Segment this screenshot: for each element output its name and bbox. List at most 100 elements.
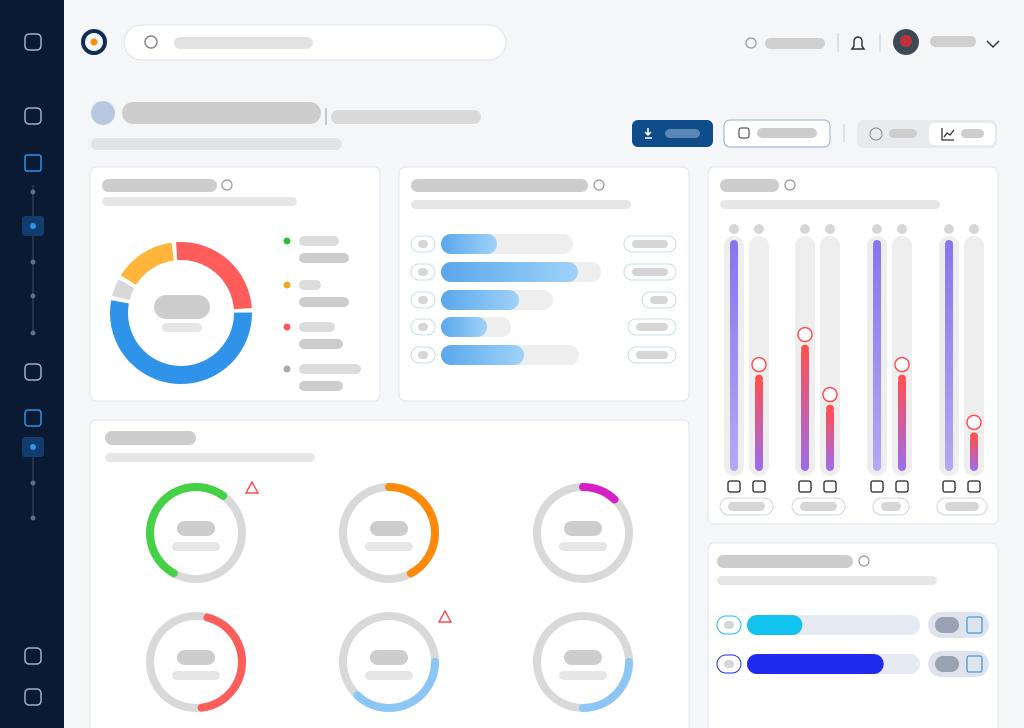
nav-dot	[30, 444, 36, 450]
level-dot	[872, 224, 882, 234]
placeholder	[299, 339, 343, 349]
nav-icon[interactable]	[24, 33, 42, 51]
placeholder	[418, 268, 428, 276]
bar	[441, 234, 497, 254]
nav-icon[interactable]	[24, 409, 42, 427]
level-bar	[730, 240, 738, 471]
building-icon	[966, 616, 983, 634]
level-track	[892, 236, 912, 476]
level-marker	[894, 356, 910, 373]
placeholder	[105, 453, 315, 462]
placeholder	[299, 381, 343, 391]
ring-progress	[533, 483, 633, 583]
nav-icon[interactable]	[24, 154, 42, 172]
placeholder	[299, 236, 339, 246]
nav-dot	[30, 223, 36, 229]
donut-segment	[110, 242, 252, 384]
placeholder	[717, 555, 853, 568]
logo	[81, 29, 107, 55]
level-bar	[801, 348, 809, 471]
level-marker	[966, 414, 982, 431]
placeholder	[800, 502, 837, 511]
placeholder	[365, 542, 413, 551]
level-bar	[826, 408, 834, 471]
search-box[interactable]	[123, 24, 507, 61]
placeholder	[728, 502, 765, 511]
legend-dot	[283, 323, 291, 331]
level-bar	[898, 378, 906, 471]
meter-bar	[747, 654, 884, 674]
placeholder	[299, 322, 335, 332]
nav-icon[interactable]	[24, 647, 42, 665]
placeholder	[102, 179, 217, 192]
donut-segment	[110, 242, 252, 384]
placeholder	[935, 656, 959, 672]
info-icon	[784, 179, 796, 191]
placeholder	[299, 280, 321, 290]
level-bar	[873, 240, 881, 471]
level-marker	[822, 386, 838, 403]
placeholder	[961, 129, 984, 138]
card	[398, 166, 690, 402]
logo-dot	[90, 38, 98, 46]
level-marker-dot	[898, 374, 906, 383]
placeholder	[945, 502, 979, 511]
placeholder	[418, 240, 428, 248]
nav-icon[interactable]	[24, 688, 42, 706]
placeholder	[665, 129, 700, 138]
nav-dot	[30, 293, 36, 299]
placeholder	[91, 138, 342, 150]
placeholder	[411, 200, 631, 209]
meter-bar	[747, 615, 803, 635]
placeholder	[177, 521, 215, 536]
grid-icon	[869, 127, 883, 141]
placeholder	[632, 268, 668, 276]
nav-dot	[30, 189, 36, 195]
placeholder	[162, 323, 202, 332]
placeholder	[889, 129, 917, 138]
placeholder	[299, 297, 349, 307]
legend-dot	[283, 365, 291, 373]
placeholder	[370, 521, 408, 536]
donut-segment	[110, 242, 252, 384]
level-icon	[895, 480, 909, 493]
placeholder	[717, 576, 937, 585]
page-icon	[91, 101, 115, 125]
placeholder	[105, 431, 196, 445]
placeholder	[757, 128, 817, 138]
nav-icon[interactable]	[24, 107, 42, 125]
level-marker	[751, 356, 767, 373]
placeholder	[102, 197, 297, 206]
nav-icon[interactable]	[24, 363, 42, 381]
level-track	[964, 236, 984, 476]
level-dot	[729, 224, 739, 234]
card	[707, 542, 999, 728]
nav-dot	[30, 480, 36, 486]
bell-icon[interactable]	[850, 36, 866, 50]
placeholder	[174, 37, 313, 49]
placeholder	[299, 364, 361, 374]
placeholder	[559, 542, 607, 551]
placeholder	[632, 240, 668, 248]
placeholder	[331, 110, 481, 124]
level-dot	[825, 224, 835, 234]
level-icon	[752, 480, 766, 493]
legend-dot	[283, 281, 291, 289]
info-icon	[593, 179, 605, 191]
placeholder	[724, 660, 734, 668]
ring-progress	[146, 612, 246, 712]
bar	[441, 262, 578, 282]
legend-dot	[283, 237, 291, 245]
placeholder	[154, 295, 210, 319]
placeholder	[564, 521, 602, 536]
level-marker-dot	[826, 404, 834, 413]
chevron[interactable]	[986, 40, 1000, 49]
placeholder	[636, 323, 668, 331]
bar	[441, 317, 487, 337]
placeholder	[765, 38, 825, 49]
bar	[441, 290, 519, 310]
level-bar	[755, 378, 763, 471]
level-bar	[945, 240, 953, 471]
info-icon	[858, 555, 870, 567]
